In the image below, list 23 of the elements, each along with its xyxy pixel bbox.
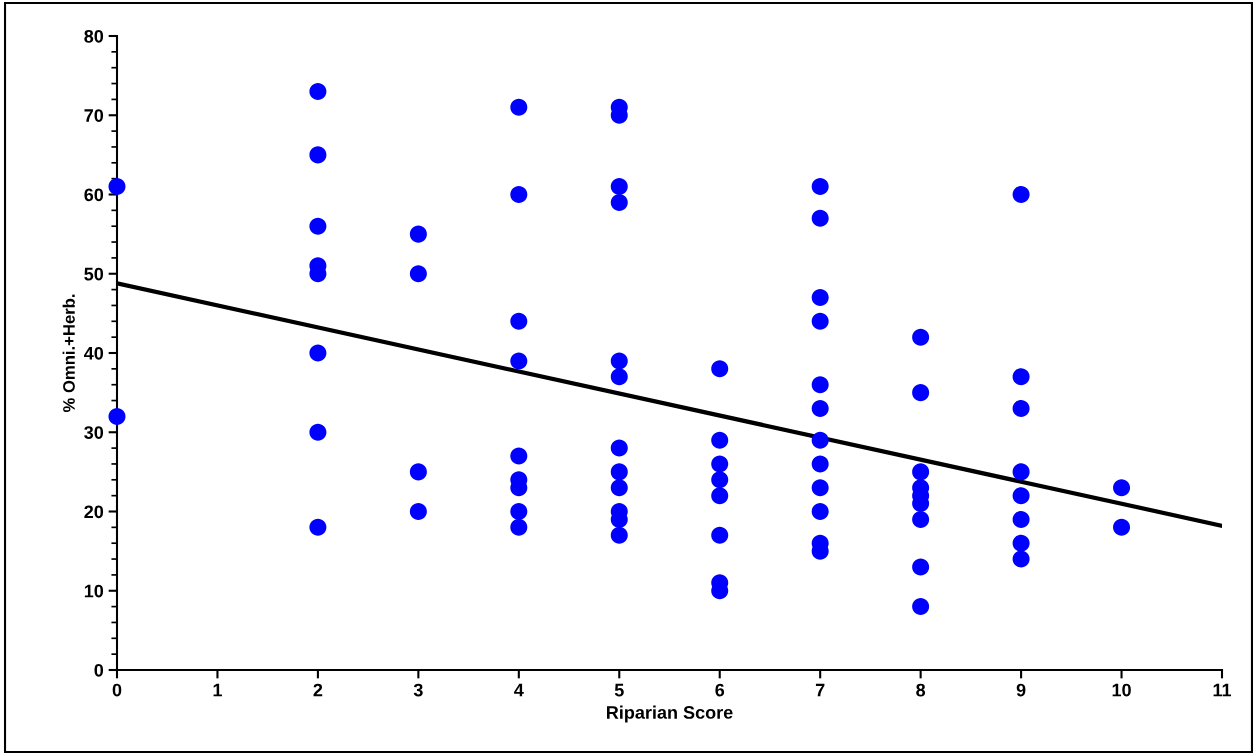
y-tick-label: 10	[84, 584, 104, 598]
x-tick-label: 0	[112, 683, 122, 697]
y-axis-title: % Omni.+Herb.	[62, 294, 75, 413]
x-tick-label: 7	[815, 683, 825, 697]
x-tick-label: 10	[1112, 683, 1131, 697]
y-tick-label: 40	[84, 346, 104, 360]
y-tick-label: 0	[94, 663, 104, 677]
y-tick-label: 20	[84, 505, 104, 519]
x-tick-label: 11	[1213, 683, 1232, 697]
x-tick-label: 4	[514, 683, 524, 697]
x-tick-label: 2	[313, 683, 323, 697]
x-tick-label: 1	[213, 683, 222, 697]
x-tick-label: 8	[916, 683, 926, 697]
x-axis-title: Riparian Score	[606, 705, 733, 723]
y-tick-label: 70	[84, 109, 104, 122]
x-tick-label: 3	[413, 683, 423, 697]
y-tick-label: 60	[84, 188, 104, 202]
y-tick-label: 80	[84, 29, 104, 43]
x-tick-label: 9	[1016, 683, 1026, 697]
x-tick-label: 6	[715, 683, 725, 697]
y-tick-label: 50	[84, 267, 104, 281]
y-tick-label: 30	[84, 426, 104, 439]
x-tick-label: 5	[614, 683, 624, 697]
